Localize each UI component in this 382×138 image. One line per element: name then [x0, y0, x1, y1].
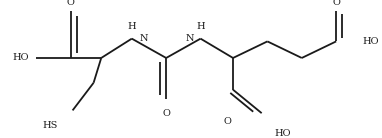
Text: O: O — [223, 117, 231, 126]
Text: O: O — [162, 109, 170, 118]
Text: HS: HS — [42, 121, 57, 130]
Text: N: N — [139, 34, 148, 43]
Text: HO: HO — [362, 37, 379, 46]
Text: HO: HO — [13, 53, 29, 63]
Text: H: H — [196, 22, 205, 31]
Text: O: O — [332, 0, 340, 7]
Text: HO: HO — [274, 129, 291, 138]
Text: H: H — [128, 22, 136, 31]
Text: O: O — [67, 0, 74, 7]
Text: N: N — [186, 34, 194, 43]
